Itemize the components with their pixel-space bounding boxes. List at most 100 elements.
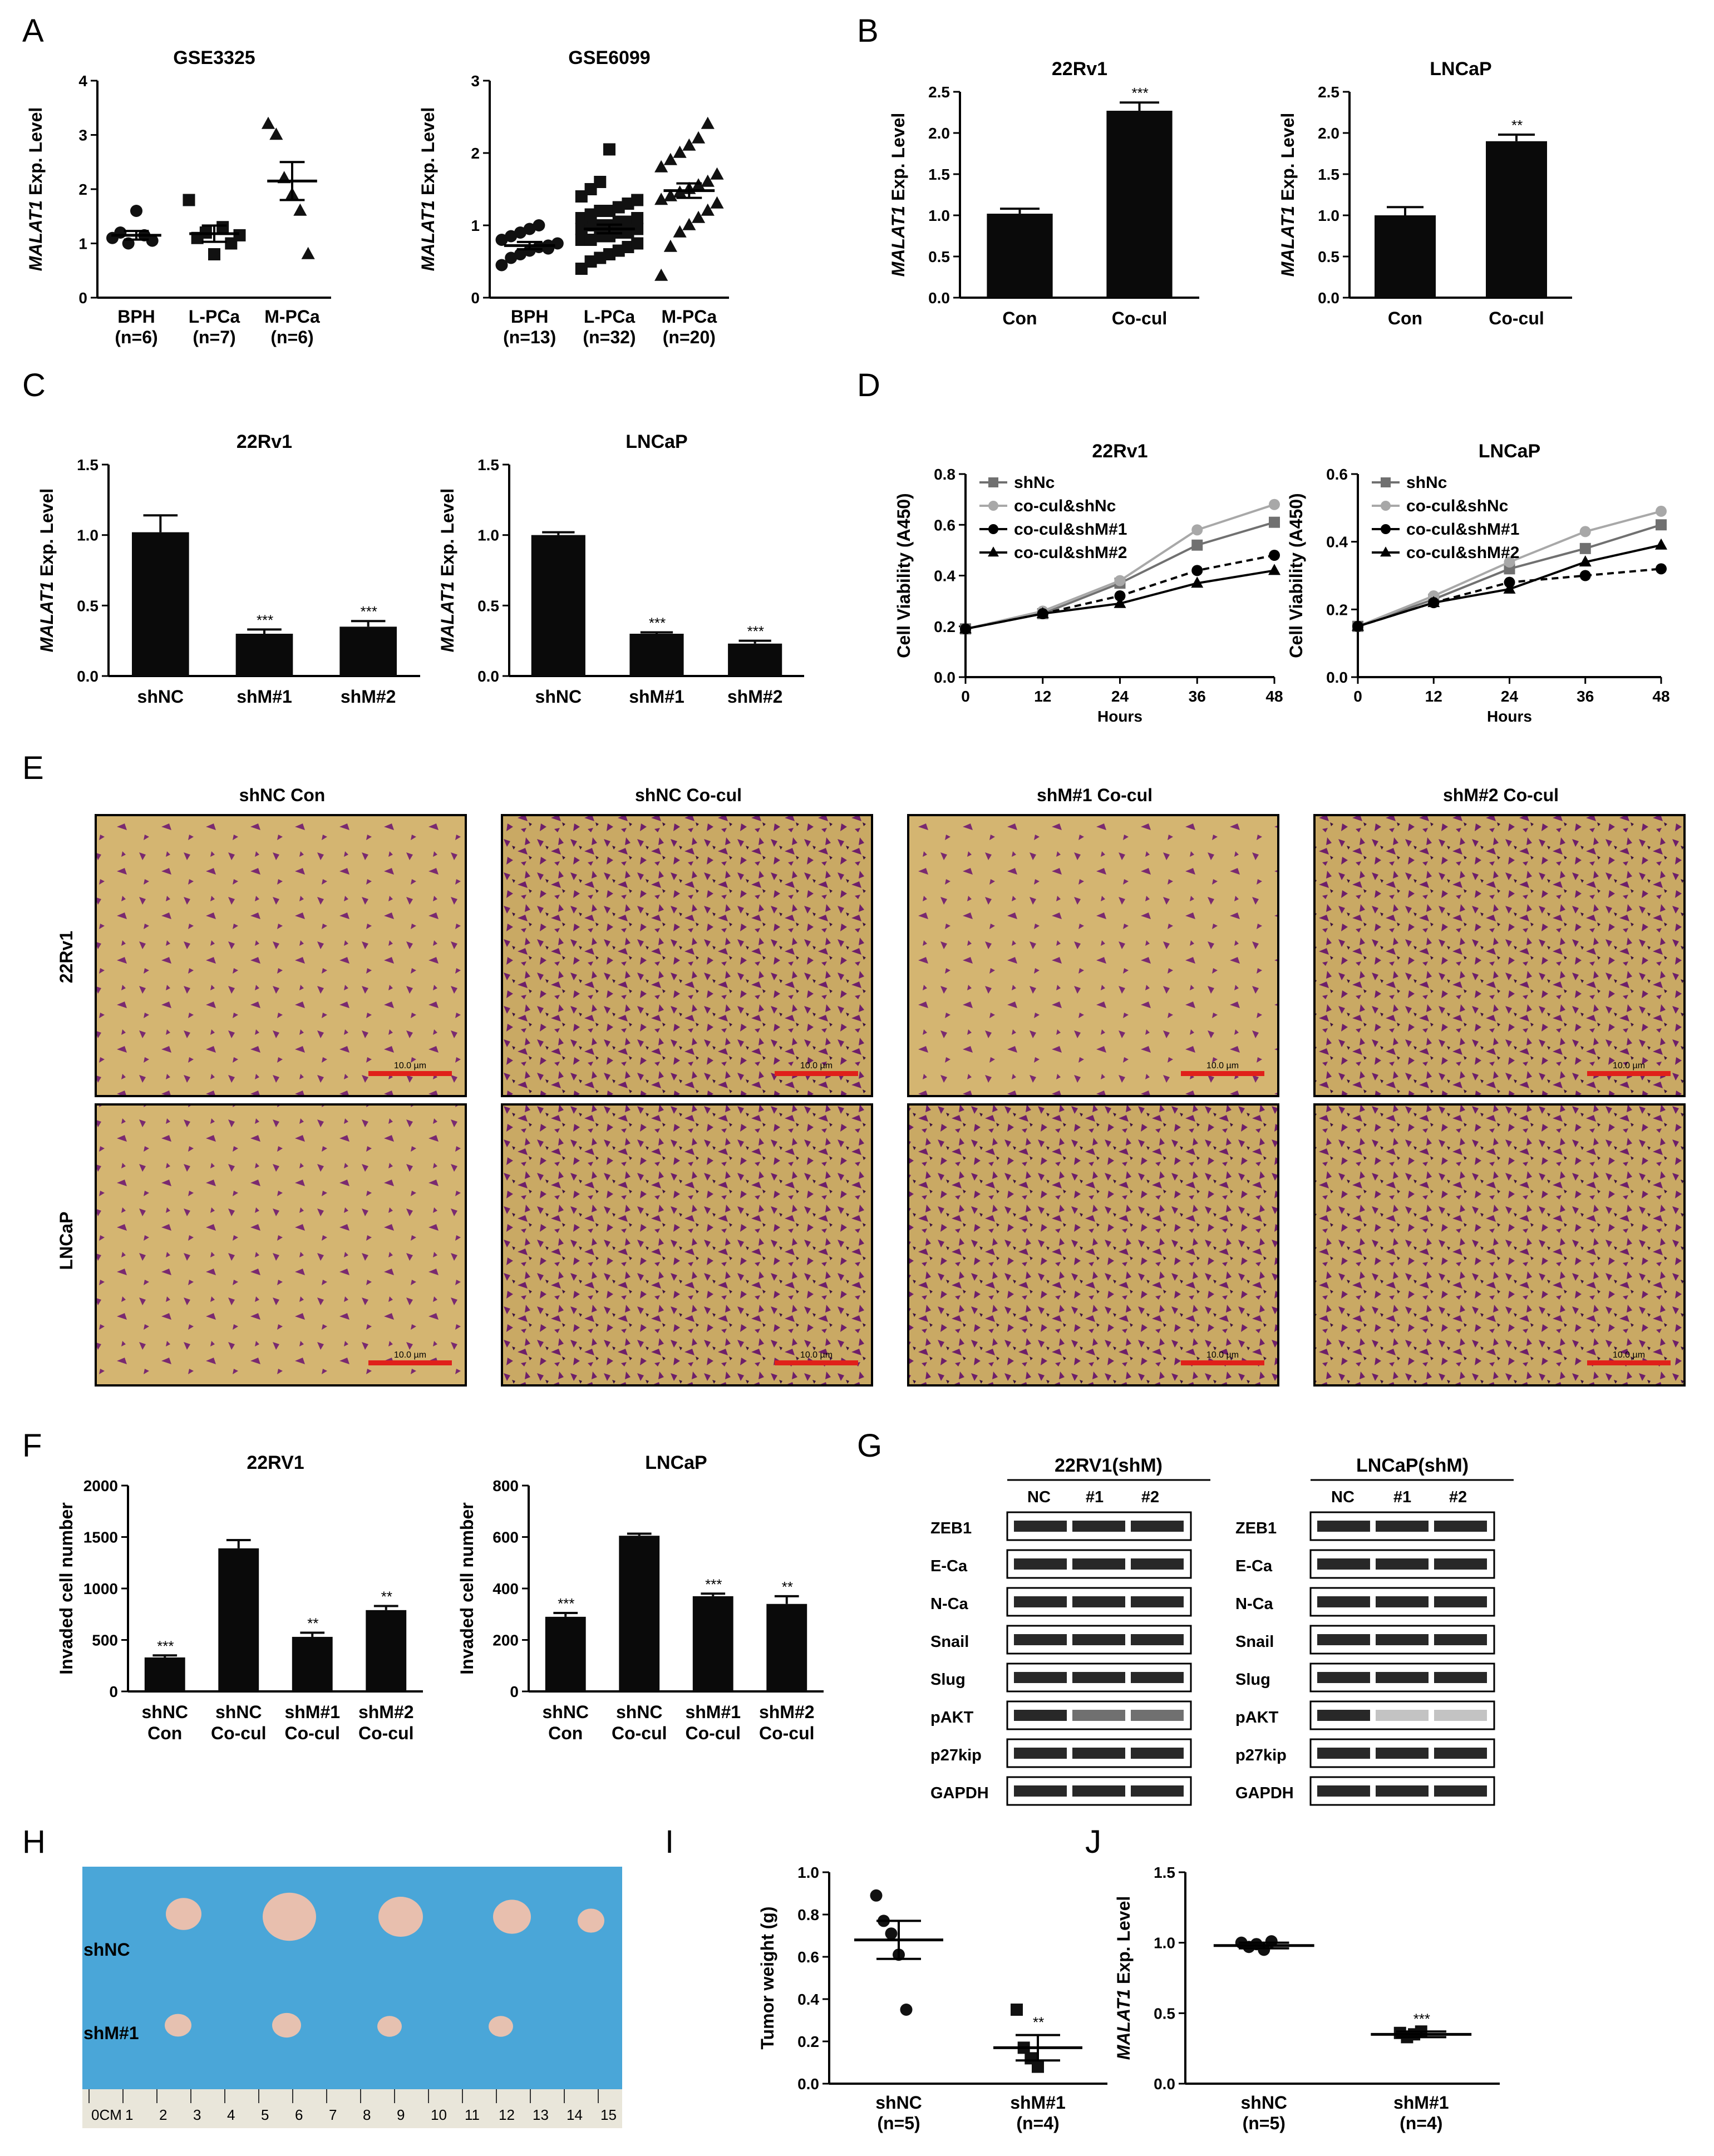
D1-series-point — [959, 622, 972, 634]
J-category-label: shNC — [1240, 2093, 1287, 2113]
g2-protein-label: Slug — [1235, 1671, 1270, 1689]
panel-letters: A B C D E F G H I J — [22, 13, 1101, 1860]
D1-ytick-label: 0.6 — [934, 516, 955, 534]
e-col-label-4: shM#2 Co-cul — [1443, 785, 1559, 805]
g1-band — [1072, 1558, 1125, 1570]
A1-point — [208, 248, 220, 260]
A2-point — [584, 255, 597, 268]
g1-band — [1072, 1634, 1125, 1645]
F1-category-label: Con — [147, 1723, 182, 1743]
g2-band — [1434, 1634, 1487, 1645]
h-ruler-label: 15 — [600, 2106, 617, 2123]
g2-band — [1434, 1558, 1487, 1570]
D1-legend-label: co-cul&shM#2 — [1014, 544, 1127, 562]
B2-category-label: Co-cul — [1489, 308, 1544, 328]
A2-point — [701, 116, 715, 129]
A2-point — [710, 196, 724, 209]
h-tumor-shnc — [263, 1892, 316, 1941]
A1-point — [269, 127, 283, 140]
C2-bar — [531, 535, 585, 676]
F1-significance: ** — [381, 1588, 392, 1605]
B1-category-label: Co-cul — [1112, 308, 1168, 328]
C2-ytick-label: 1.5 — [477, 456, 499, 473]
F2-title: LNCaP — [645, 1452, 707, 1473]
F1-ytick-label: 1500 — [83, 1529, 118, 1546]
I-point — [900, 2004, 913, 2016]
A2-point — [663, 152, 677, 165]
B2-significance: ** — [1511, 117, 1523, 134]
F1-category-label: shM#2 — [358, 1702, 414, 1722]
g1-band — [1014, 1596, 1067, 1607]
D1-series-point — [1268, 564, 1280, 575]
D2-title: LNCaP — [1479, 441, 1540, 462]
F2-ytick-label: 200 — [492, 1632, 519, 1649]
C2-significance: *** — [746, 623, 764, 640]
F2-category-label: Co-cul — [759, 1723, 815, 1743]
A2-ytick-label: 0 — [471, 289, 480, 307]
A2-point — [612, 201, 625, 214]
g1-band — [1072, 1596, 1125, 1607]
h-ruler-label: 13 — [533, 2106, 549, 2123]
g1-band — [1072, 1785, 1125, 1797]
g1-protein-label: E-Ca — [930, 1557, 968, 1575]
g1-lane-1: #1 — [1086, 1488, 1104, 1506]
A2-point — [575, 212, 588, 224]
C2-ytick-label: 0.0 — [477, 668, 499, 685]
B1-ytick-label: 0.5 — [928, 248, 950, 265]
A1-point — [216, 221, 229, 234]
A1-category-label: BPH — [117, 307, 155, 327]
B2-category-label: Con — [1388, 308, 1422, 328]
F2-category-label: shM#1 — [685, 1702, 741, 1722]
h-tumor-shm1 — [272, 2012, 301, 2038]
h-ruler-label: 14 — [567, 2106, 583, 2123]
g1-protein-label: Slug — [930, 1671, 966, 1689]
panel-letter-b: B — [857, 13, 879, 49]
e-scale-label-r2-c4: 10.0 µm — [1613, 1350, 1645, 1360]
B2-ytick-label: 1.5 — [1318, 166, 1339, 183]
F2-category-label: Co-cul — [685, 1723, 741, 1743]
e-scale-label-r1-c2: 10.0 µm — [800, 1061, 833, 1070]
D2-series-point — [1504, 576, 1515, 588]
h-tumor-shnc — [578, 1908, 604, 1933]
D2-ytick-label: 0.6 — [1326, 466, 1348, 483]
J-y-axis-label: MALAT1 Exp. Level — [1114, 1896, 1134, 2060]
D1-legend-marker — [988, 477, 998, 487]
B2-ytick-label: 0.0 — [1318, 289, 1339, 307]
e-scale-label-r2-c2: 10.0 µm — [800, 1350, 833, 1360]
A2-point — [682, 218, 696, 230]
g1-protein-label: ZEB1 — [930, 1519, 972, 1537]
g2-band — [1434, 1596, 1487, 1607]
D1-series-point — [1114, 590, 1126, 601]
h-tumor-shm1 — [165, 2014, 191, 2037]
A2-point — [682, 138, 696, 151]
g2-protein-label: ZEB1 — [1235, 1519, 1277, 1537]
C2-bar — [629, 634, 684, 676]
A2-point — [612, 244, 625, 257]
D1-ytick-label: 0.8 — [934, 466, 955, 483]
e-scale-label-r1-c4: 10.0 µm — [1613, 1061, 1645, 1070]
A2-point — [603, 143, 615, 156]
D1-series-point — [1114, 575, 1126, 586]
g2-band — [1317, 1710, 1370, 1721]
g2-band — [1317, 1785, 1370, 1797]
A2-point — [673, 145, 687, 158]
A1-y-axis-label: MALAT1 Exp. Level — [26, 107, 46, 272]
g2-band — [1317, 1672, 1370, 1683]
D1-legend-label: co-cul&shNc — [1014, 497, 1116, 515]
B2-ytick-label: 2.5 — [1318, 83, 1339, 101]
D2-x-axis-label: Hours — [1487, 708, 1532, 725]
A2-point — [622, 215, 634, 228]
F1-y-axis-label: Invaded cell number — [56, 1502, 76, 1674]
g2-protein-label: GAPDH — [1235, 1784, 1294, 1802]
I-ytick-label: 0.4 — [797, 1991, 819, 2008]
g1-band — [1131, 1596, 1184, 1607]
g2-protein-label: Snail — [1235, 1633, 1274, 1651]
D2-series-point — [1579, 542, 1591, 554]
g1-lane-2: #2 — [1141, 1488, 1159, 1506]
A1-ytick-label: 2 — [78, 181, 87, 198]
C1-ytick-label: 1.5 — [77, 456, 98, 473]
D2-series-point — [1656, 563, 1667, 575]
I-point — [885, 1927, 898, 1940]
g1-protein-label: pAKT — [930, 1709, 974, 1726]
h-tumor-shm1 — [489, 2016, 513, 2037]
